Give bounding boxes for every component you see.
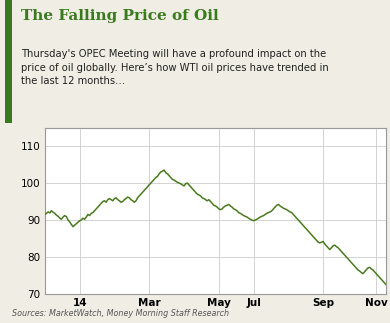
Text: The Falling Price of Oil: The Falling Price of Oil [21, 9, 219, 23]
Text: Sources: MarketWatch, Money Morning Staff Research: Sources: MarketWatch, Money Morning Staf… [12, 309, 229, 318]
Bar [5, 0, 12, 123]
Text: Thursday's OPEC Meeting will have a profound impact on the
price of oil globally: Thursday's OPEC Meeting will have a prof… [21, 49, 329, 86]
